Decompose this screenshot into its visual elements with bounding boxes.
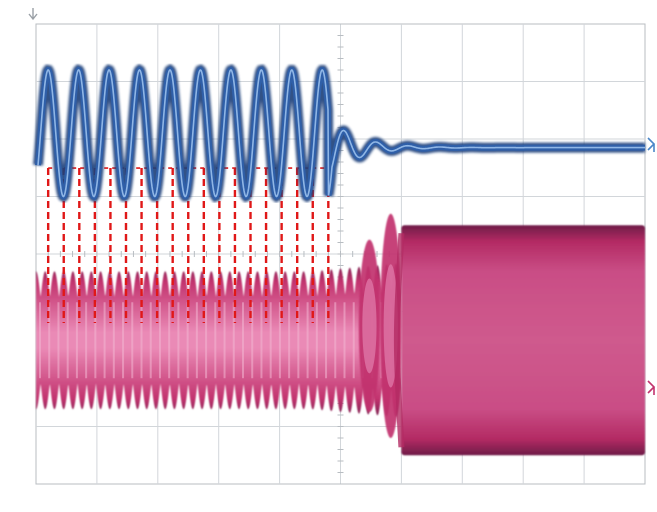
channel-2-burst-block — [401, 225, 645, 456]
channel-1-level-icon — [647, 137, 656, 152]
channel-1-highlight — [37, 69, 645, 198]
channel-2-trace — [36, 213, 645, 456]
channel-2-transition-core — [362, 278, 377, 374]
channel-2-modulated-band — [36, 263, 401, 417]
trigger-arrow-icon — [28, 8, 38, 21]
channel-2-burst-edge — [393, 233, 405, 448]
channel-1-trace — [33, 63, 645, 203]
channel-2-level-icon — [647, 380, 656, 395]
channel-indicators — [28, 8, 656, 395]
